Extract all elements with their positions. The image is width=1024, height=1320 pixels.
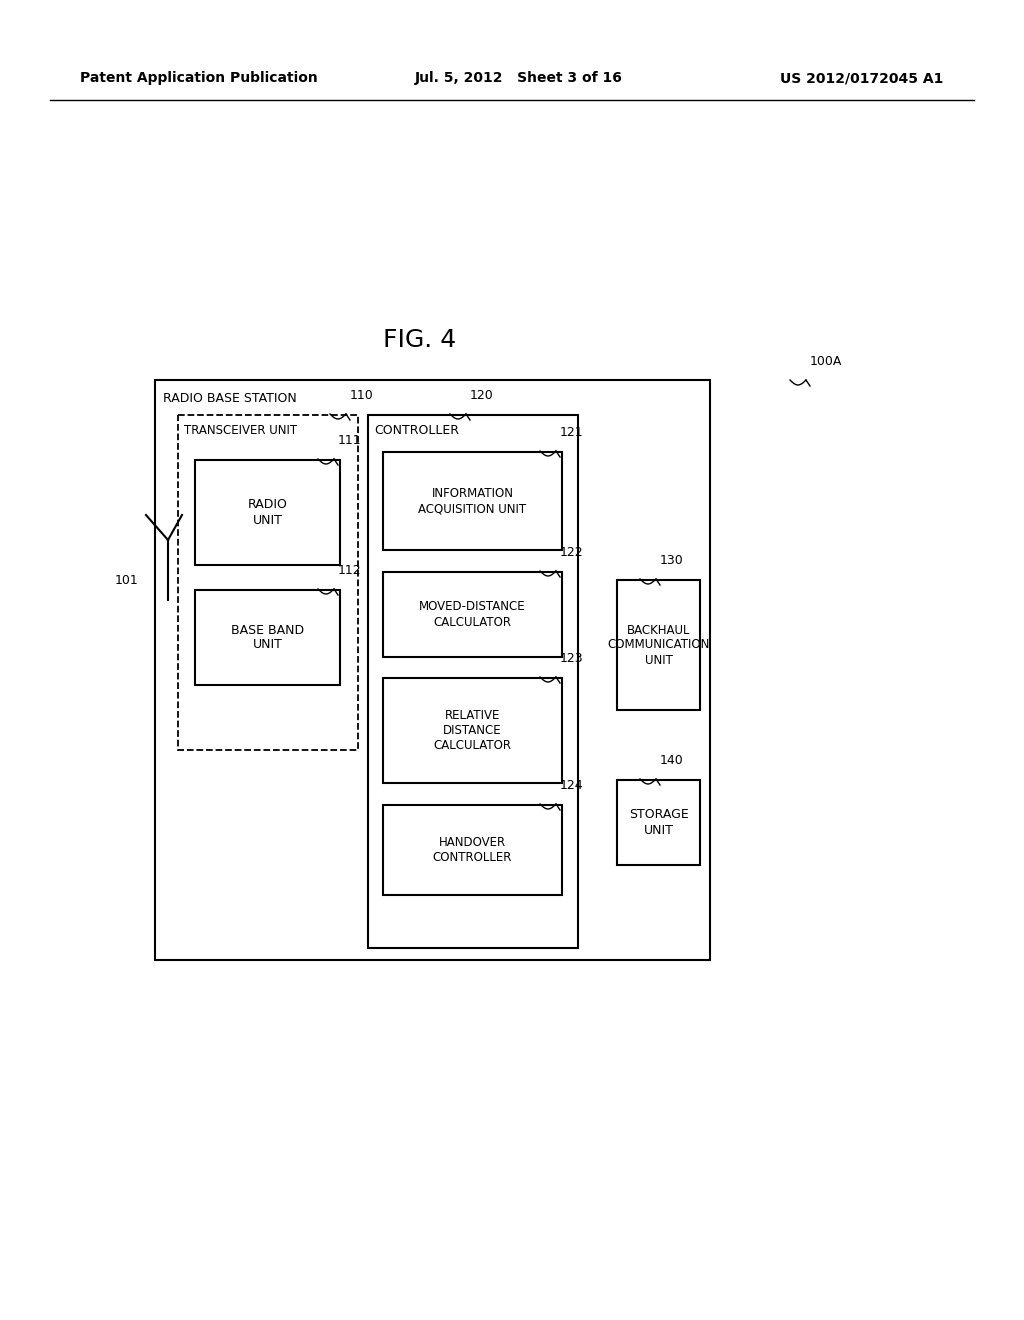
Bar — [617, 579, 700, 710]
Text: MOVED-DISTANCE
CALCULATOR: MOVED-DISTANCE CALCULATOR — [419, 601, 525, 628]
Bar — [383, 678, 562, 783]
Text: 101: 101 — [115, 573, 138, 586]
Text: Patent Application Publication: Patent Application Publication — [80, 71, 317, 84]
Text: 124: 124 — [560, 779, 584, 792]
Text: 100A: 100A — [810, 355, 843, 368]
Bar — [383, 805, 562, 895]
Text: BACKHAUL
COMMUNICATION
UNIT: BACKHAUL COMMUNICATION UNIT — [607, 623, 710, 667]
Text: 123: 123 — [560, 652, 584, 665]
Bar — [195, 590, 340, 685]
Bar — [178, 414, 358, 750]
Bar — [368, 414, 578, 948]
Text: HANDOVER
CONTROLLER: HANDOVER CONTROLLER — [433, 836, 512, 865]
Text: Jul. 5, 2012   Sheet 3 of 16: Jul. 5, 2012 Sheet 3 of 16 — [415, 71, 623, 84]
Text: 121: 121 — [560, 426, 584, 440]
Text: TRANSCEIVER UNIT: TRANSCEIVER UNIT — [184, 424, 297, 437]
Text: 130: 130 — [660, 554, 684, 568]
Text: 111: 111 — [338, 434, 361, 447]
Text: 110: 110 — [350, 389, 374, 403]
Text: 140: 140 — [660, 754, 684, 767]
Text: INFORMATION
ACQUISITION UNIT: INFORMATION ACQUISITION UNIT — [419, 487, 526, 515]
Text: STORAGE
UNIT: STORAGE UNIT — [629, 808, 688, 837]
Bar — [383, 451, 562, 550]
Text: FIG. 4: FIG. 4 — [383, 327, 457, 352]
Text: RADIO
UNIT: RADIO UNIT — [248, 499, 288, 527]
Text: BASE BAND
UNIT: BASE BAND UNIT — [231, 623, 304, 652]
Bar — [383, 572, 562, 657]
Bar — [155, 380, 710, 960]
Text: RADIO BASE STATION: RADIO BASE STATION — [163, 392, 297, 404]
Text: CONTROLLER: CONTROLLER — [374, 424, 459, 437]
Bar — [617, 780, 700, 865]
Text: US 2012/0172045 A1: US 2012/0172045 A1 — [780, 71, 943, 84]
Text: 120: 120 — [470, 389, 494, 403]
Text: 112: 112 — [338, 564, 361, 577]
Text: RELATIVE
DISTANCE
CALCULATOR: RELATIVE DISTANCE CALCULATOR — [433, 709, 512, 752]
Text: 122: 122 — [560, 546, 584, 558]
Bar — [195, 459, 340, 565]
